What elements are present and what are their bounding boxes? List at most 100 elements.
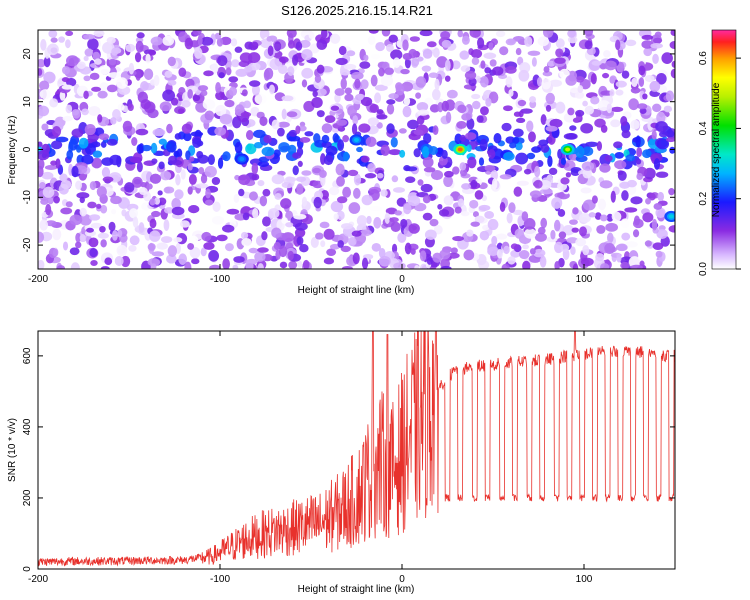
spectrogram-cell [522, 244, 530, 250]
spectrogram-cell [162, 89, 176, 102]
spectrogram-cell [619, 181, 631, 189]
spectrogram-cell [472, 211, 479, 218]
spectrogram-cell [613, 141, 623, 149]
spectrogram-cell [424, 229, 437, 240]
spectrogram-cell [575, 109, 585, 117]
spectrogram-cell [452, 166, 460, 175]
spectrogram-cell [374, 84, 388, 91]
spectrogram-cell [374, 92, 382, 104]
spectrogram-cell [38, 68, 43, 76]
spectrogram-cell [487, 246, 500, 257]
spectrogram-cell [216, 234, 228, 242]
spectrogram-cell [617, 170, 627, 181]
spectrogram-cell [446, 89, 458, 99]
spectrogram-cell [603, 50, 611, 58]
spectrogram-cell [536, 77, 543, 87]
spectrogram-cell [555, 101, 566, 114]
spectrogram-cell [271, 174, 285, 185]
spectrogram-cell [575, 238, 587, 247]
spectrogram-cell [97, 90, 108, 99]
spectrogram-peak [668, 214, 674, 219]
spectrogram-cell [389, 217, 399, 223]
spectrogram-cell [122, 120, 133, 133]
spectrogram-cell [41, 171, 54, 180]
spectrogram-cell [287, 40, 295, 49]
spectrogram-cell [84, 124, 96, 136]
spectrogram-cell [320, 30, 328, 39]
spectrogram-cell [180, 169, 186, 180]
spectrogram-cell [615, 39, 621, 51]
spectrogram-cell [605, 222, 619, 232]
spectrogram-cell [499, 201, 506, 213]
spectrogram-cell [378, 247, 386, 259]
spectrogram-cell [440, 30, 451, 40]
colorbar-gradient [711, 29, 737, 270]
spectrogram-cell [278, 142, 290, 153]
spectrogram-cell [478, 204, 491, 211]
spectrogram-cell [75, 241, 82, 249]
spectrogram-cell [59, 173, 68, 182]
spectrogram-cell [75, 232, 81, 243]
spectrogram-cell [563, 112, 575, 123]
spectrogram-cell [671, 60, 675, 68]
spectrogram-cell [301, 67, 314, 79]
spectrogram-cell [217, 157, 224, 169]
spectrogram-cell [135, 128, 149, 136]
spectrogram-peak [354, 137, 359, 142]
spectrogram-cell [515, 152, 529, 165]
spectrogram-cell [541, 78, 552, 90]
spectrogram-cell [590, 73, 597, 85]
spectrogram-cell [312, 167, 322, 174]
spectrogram-cell [523, 218, 536, 230]
spectrogram-cell [88, 237, 99, 248]
spectrogram-cell [460, 211, 470, 217]
spectrogram-cell [59, 90, 66, 101]
spectrogram-cell [480, 60, 486, 69]
spectrogram-cell [343, 63, 357, 70]
spectrogram-cell [420, 183, 433, 193]
spectrogram-cell [527, 50, 541, 56]
spectrogram-cell [287, 144, 297, 155]
spectrogram-cell [550, 229, 556, 240]
spectrogram-cell [234, 46, 243, 53]
spectrogram-cell [116, 77, 128, 89]
spectrogram-cell [336, 196, 348, 204]
spectrogram-cell [65, 201, 73, 208]
spectrogram-cell [422, 212, 433, 221]
spectrogram-cell [45, 220, 57, 227]
spectrogram-cell [285, 176, 297, 182]
spectrogram-cell [287, 66, 295, 76]
spectrogram-cell [376, 109, 384, 115]
spectrogram-cell [602, 72, 610, 79]
spectrogram-cell [547, 60, 556, 67]
spectrogram-cell [542, 71, 553, 77]
spectrogram-cell [459, 162, 467, 171]
spectrogram-cell [269, 58, 282, 71]
spectrogram-cell [234, 141, 243, 154]
spectrogram-cell [171, 206, 185, 216]
spectrogram-cell [352, 252, 360, 265]
spectrogram-cell [557, 209, 566, 217]
spectrogram-cell [295, 41, 303, 51]
spectrogram-peak [239, 157, 245, 162]
spectrogram-cell [505, 136, 516, 144]
spectrogram-cell [158, 161, 165, 170]
spectrogram-cell [575, 76, 585, 83]
spectrogram-cell [162, 35, 175, 46]
spectrogram-cell [215, 81, 221, 94]
spectrogram-cell [233, 256, 245, 263]
spectrogram-cell [630, 196, 643, 205]
spectrogram-cell [329, 243, 340, 250]
spectrogram-cell [281, 108, 287, 120]
spectrogram-cell [432, 47, 440, 58]
spectrogram-cell [451, 60, 461, 70]
spectrogram-cell [215, 105, 227, 117]
snr-x-tick-label: -200 [28, 574, 48, 585]
spectrogram-cell [565, 172, 572, 178]
spectrogram-cell [582, 199, 596, 211]
spectrogram-cell [129, 235, 140, 246]
spectrogram-cell [359, 61, 371, 69]
spectrogram-cell [49, 98, 59, 108]
spectrogram-cell [286, 30, 297, 38]
spectrogram-cell [91, 86, 102, 92]
